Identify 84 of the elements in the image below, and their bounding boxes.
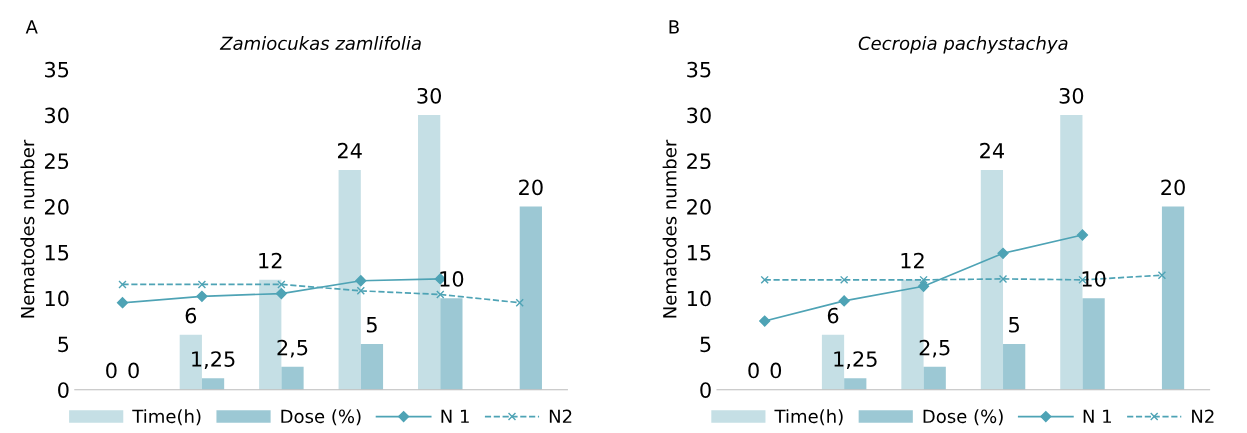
data-label: 2,5 [277, 339, 308, 358]
bar [1161, 206, 1185, 390]
y-tick-label: 10 [45, 290, 69, 307]
y-tick-label: 10 [687, 290, 711, 307]
legend-label: N 1 [441, 409, 469, 423]
data-label: 0 [748, 362, 759, 379]
chart-title: Zamiocukas zamlifolia [219, 36, 421, 51]
data-label: 0 [106, 362, 117, 379]
data-label: 30 [1059, 87, 1084, 104]
bar [1082, 298, 1105, 390]
bar [440, 298, 463, 390]
point [196, 290, 208, 302]
point [917, 280, 930, 292]
legend-label: Time(h) [132, 409, 201, 426]
y-tick-label: 35 [687, 61, 711, 78]
y-tick-label: 5 [58, 336, 69, 353]
data-label: 1,25 [192, 351, 235, 370]
point [838, 295, 850, 307]
point [997, 247, 1009, 259]
bar [844, 378, 867, 390]
data-label: 24 [337, 142, 362, 159]
legend-label: N2 [1192, 409, 1214, 423]
chart-title: Cecropia pachystachya [858, 36, 1068, 54]
data-label: 12 [259, 252, 282, 269]
point [275, 287, 287, 300]
point [839, 275, 849, 285]
data-label: 0 [770, 362, 782, 379]
y-tick-label: 30 [45, 107, 69, 124]
y-tick-label: 20 [687, 199, 711, 215]
data-label: 2,5 [919, 339, 950, 358]
text: A [25, 20, 38, 34]
data-label: 6 [827, 307, 839, 324]
point [1157, 271, 1167, 280]
point [998, 274, 1008, 284]
point [356, 286, 365, 295]
data-label: 12 [901, 252, 924, 269]
y-tick-label: 35 [45, 61, 69, 78]
y-axis-title: Nematodes number [662, 139, 677, 318]
point [759, 315, 771, 327]
point [515, 298, 524, 307]
point [355, 275, 367, 287]
bar [1003, 343, 1026, 390]
y-tick-label: 20 [44, 199, 69, 215]
bar [201, 378, 225, 390]
bar [519, 206, 542, 390]
point [116, 297, 129, 309]
legend-label: N2 [549, 409, 572, 423]
y-tick-label: 0 [700, 382, 711, 398]
data-label: 20 [519, 179, 543, 196]
point [197, 280, 207, 289]
legend-label: Time(h) [774, 409, 843, 426]
legend-label: Dose (%) [923, 409, 1003, 426]
data-label: 5 [366, 317, 377, 333]
y-tick-label: 30 [687, 107, 711, 124]
bar [360, 343, 384, 390]
data-label: 6 [185, 307, 197, 324]
bar [281, 366, 304, 390]
bar [980, 169, 1004, 390]
y-tick-label: 25 [687, 153, 711, 170]
data-label: 30 [417, 87, 442, 104]
data-label: 20 [1161, 179, 1185, 196]
data-label: 24 [980, 142, 1004, 159]
bar [923, 366, 946, 390]
y-tick-label: 0 [58, 382, 69, 398]
point [760, 275, 769, 285]
point [1076, 229, 1089, 241]
bar [338, 169, 361, 390]
point [277, 280, 286, 289]
y-tick-label: 15 [687, 245, 711, 261]
point [118, 280, 127, 289]
data-label: 5 [1009, 317, 1019, 333]
y-tick-label: 5 [700, 336, 711, 353]
legend-label: N 1 [1083, 409, 1111, 423]
bar [1060, 115, 1083, 390]
point [919, 275, 928, 285]
point [436, 290, 445, 299]
data-label: 0 [128, 362, 139, 379]
y-tick-label: 15 [45, 245, 69, 261]
data-label: 1,25 [834, 351, 877, 370]
bar [418, 115, 441, 390]
y-tick-label: 25 [44, 153, 69, 170]
legend-label: Dose (%) [281, 409, 361, 426]
text: B [669, 20, 679, 34]
y-axis-title: Nematodes number [20, 139, 35, 318]
